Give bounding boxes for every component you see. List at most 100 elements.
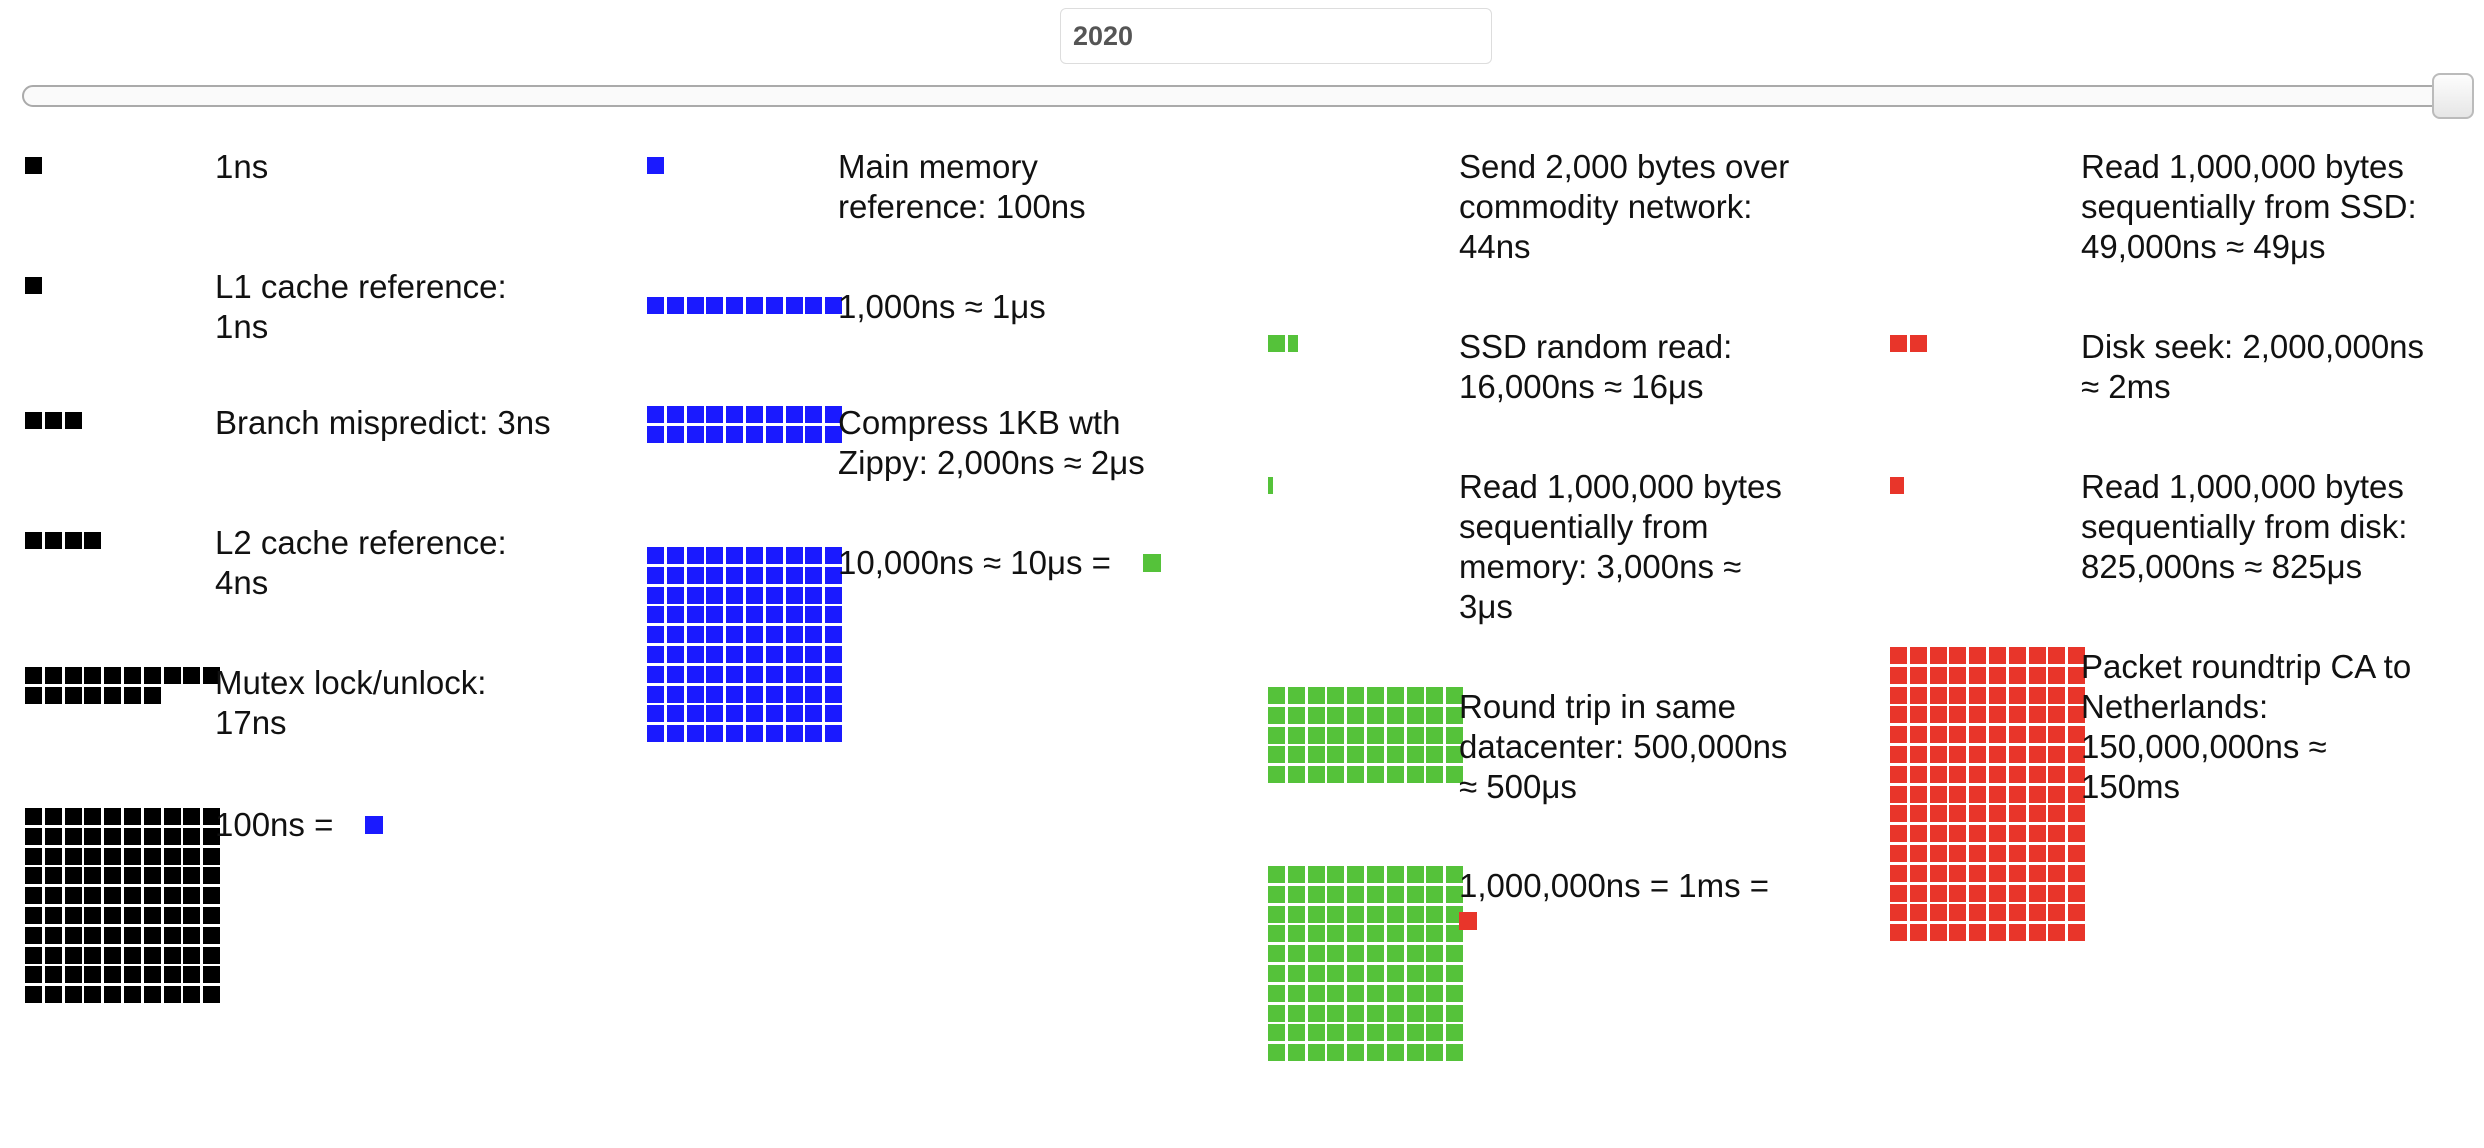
latency-block: [64, 532, 82, 549]
latency-block: [1446, 984, 1464, 1002]
year-display: 2020: [1060, 8, 1492, 64]
latency-block: [746, 705, 763, 723]
latency-block: [1386, 866, 1404, 883]
latency-block: [1446, 766, 1464, 784]
latency-block: [143, 827, 161, 845]
latency-block: [2008, 765, 2026, 783]
latency-block: [765, 547, 783, 564]
latency-block: [647, 606, 664, 624]
latency-block: [1327, 925, 1345, 943]
latency-block: [1949, 785, 1967, 803]
latency-block: [2008, 825, 2026, 843]
latency-block: [2028, 904, 2046, 922]
latency-block: [64, 887, 82, 905]
latency-block: [25, 946, 42, 964]
latency-block: [825, 646, 843, 663]
latency-block: [84, 926, 102, 944]
latency-block: [1307, 687, 1325, 704]
year-slider-thumb[interactable]: [2432, 73, 2474, 119]
latency-block: [1327, 866, 1345, 883]
latency-block: [765, 586, 783, 604]
latency-block: [1890, 726, 1907, 744]
latency-block: [84, 887, 102, 905]
latency-block: [765, 425, 783, 443]
latency-block: [2068, 666, 2086, 684]
latency-block: [44, 667, 62, 684]
latency-block: [805, 566, 823, 584]
latency-block: [1307, 905, 1325, 923]
latency-block: [1307, 746, 1325, 764]
latency-block: [1909, 825, 1927, 843]
latency-block: [805, 725, 823, 743]
latency-block: [746, 547, 763, 564]
latency-block: [2008, 884, 2026, 902]
latency-block: [2048, 765, 2066, 783]
latency-block: [1426, 766, 1444, 784]
latency-block: [1386, 726, 1404, 744]
latency-block: [1386, 905, 1404, 923]
latency-block: [2028, 726, 2046, 744]
latency-block: [2028, 864, 2046, 882]
latency-block: [163, 966, 181, 984]
latency-block: [183, 808, 201, 825]
latency-block: [1307, 925, 1325, 943]
latency-block: [1426, 687, 1444, 704]
latency-block: [1969, 746, 1987, 763]
latency-block: [64, 867, 82, 885]
latency-label: Disk seek: 2,000,000ns ≈ 2ms: [2081, 328, 2425, 405]
latency-block: [726, 297, 744, 314]
latency-block: [1307, 706, 1325, 724]
latency-block: [647, 646, 664, 663]
latency-block: [1327, 1024, 1345, 1042]
latency-block: [64, 667, 82, 684]
latency-label: Compress 1KB wth Zippy: 2,000ns ≈ 2μs: [838, 404, 1145, 481]
latency-block: [1268, 984, 1285, 1002]
latency-block: [785, 586, 803, 604]
latency-block: [1307, 984, 1325, 1002]
latency-block: [765, 297, 783, 314]
latency-block: [2048, 785, 2066, 803]
latency-block: [1307, 766, 1325, 784]
latency-block: [785, 406, 803, 423]
latency-block: [1367, 746, 1384, 764]
latency-block: [104, 827, 122, 845]
latency-block: [25, 907, 42, 924]
latency-block: [825, 626, 843, 644]
latency-block: [183, 926, 201, 944]
latency-block: [1426, 945, 1444, 963]
latency-block: [1367, 866, 1384, 883]
latency-block: [666, 297, 684, 314]
year-slider-track[interactable]: [22, 85, 2452, 107]
latency-block: [104, 986, 122, 1004]
latency-block: [1367, 1004, 1384, 1022]
latency-block: [1367, 905, 1384, 923]
latency-block: [647, 626, 664, 644]
latency-block: [1268, 335, 1285, 352]
latency-block: [746, 725, 763, 743]
latency-block: [64, 847, 82, 865]
latency-block: [1268, 746, 1285, 764]
latency-label: Round trip in same datacenter: 500,000ns…: [1459, 688, 1788, 805]
latency-block: [2068, 924, 2086, 942]
latency-block: [1426, 866, 1444, 883]
latency-block: [1347, 746, 1365, 764]
latency-block: [44, 532, 62, 549]
latency-block: [1287, 965, 1305, 982]
latency-block: [25, 887, 42, 905]
latency-block: [1909, 864, 1927, 882]
latency-block: [203, 907, 221, 924]
latency-block: [1406, 866, 1424, 883]
latency-block: [84, 946, 102, 964]
latency-block: [2008, 706, 2026, 724]
latency-label: Send 2,000 bytes over commodity network:…: [1459, 148, 1790, 265]
latency-block: [647, 547, 664, 564]
latency-label: L1 cache reference: 1ns: [215, 268, 507, 345]
latency-block: [647, 406, 664, 423]
latency-block: [1446, 706, 1464, 724]
latency-block: [785, 685, 803, 703]
latency-block: [1347, 1044, 1365, 1062]
equivalence-swatch-icon: [1459, 912, 1477, 930]
latency-block: [124, 907, 141, 924]
latency-block: [726, 725, 744, 743]
latency-block: [1287, 1024, 1305, 1042]
